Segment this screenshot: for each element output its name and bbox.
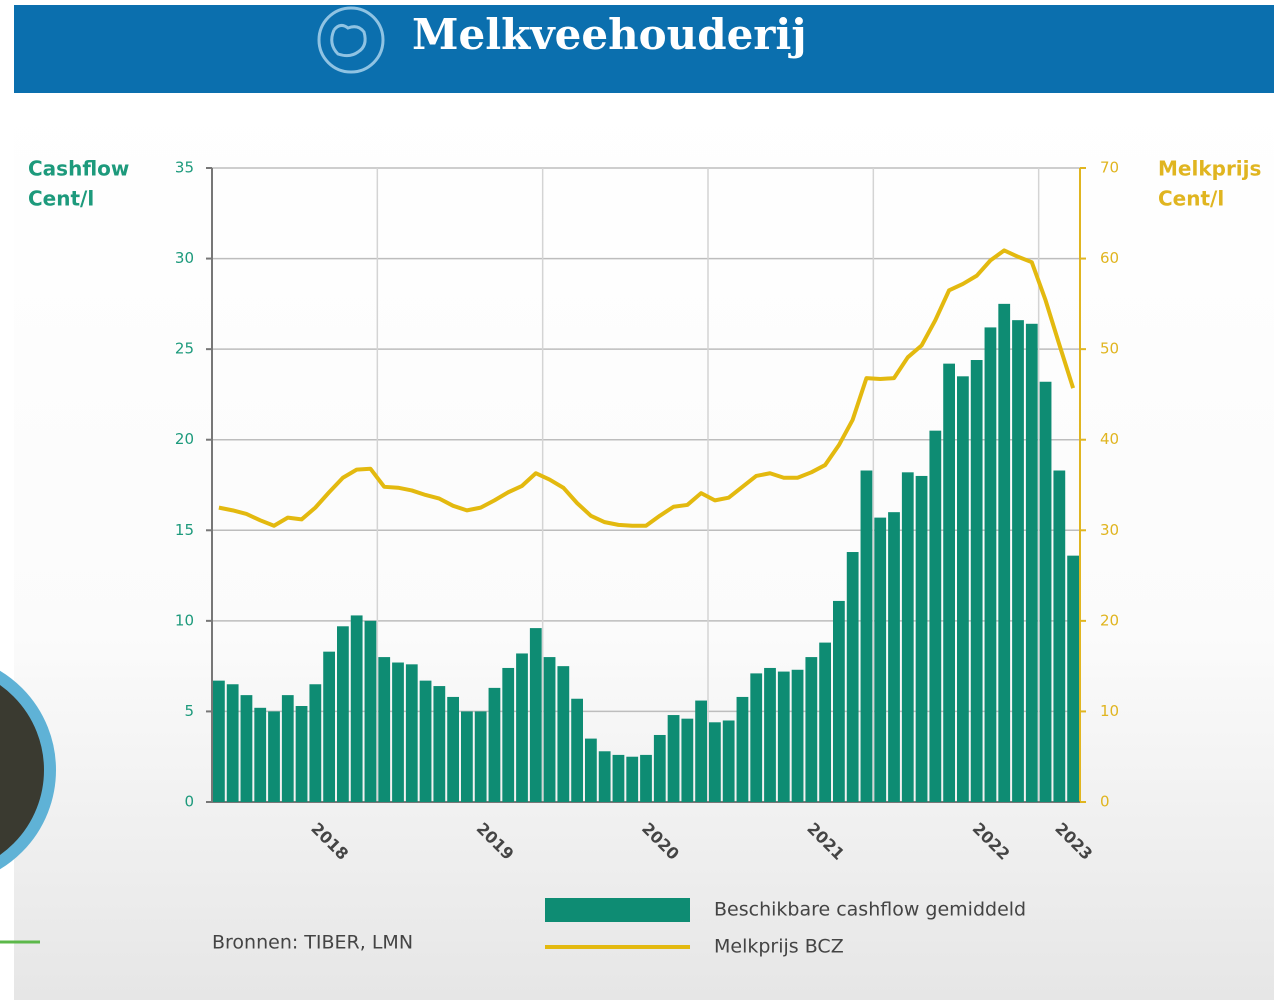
y-tick-label: 30 [175, 249, 194, 267]
bar [791, 669, 804, 802]
y2-tick-label: 40 [1100, 430, 1119, 448]
bar [722, 720, 735, 802]
bar [529, 628, 542, 802]
y2-axis-title: Melkprijs [1158, 157, 1261, 181]
bar [860, 470, 873, 802]
bar [984, 327, 997, 802]
y2-axis-title: Cent/l [1158, 187, 1224, 211]
y2-tick-label: 30 [1100, 521, 1119, 539]
line [218, 248, 1076, 528]
bar [488, 687, 501, 802]
bar [378, 657, 391, 802]
bar [350, 615, 363, 802]
bar [640, 754, 652, 802]
bar [598, 751, 611, 802]
bar [943, 363, 955, 802]
logo-cow [330, 23, 367, 58]
bar [447, 696, 459, 802]
bar [1053, 470, 1066, 802]
bar [1025, 323, 1038, 802]
bar [764, 667, 776, 802]
bar [736, 696, 749, 802]
y2-tick-label: 20 [1100, 611, 1119, 629]
bar [392, 662, 404, 802]
bar [1012, 320, 1024, 802]
bar [405, 664, 418, 802]
bar [874, 517, 887, 802]
background [14, 92, 1274, 1000]
side-photo [0, 670, 56, 870]
y2-tick-label: 10 [1100, 702, 1119, 720]
bar [626, 756, 639, 802]
y-tick-label: 15 [175, 521, 194, 539]
bar [653, 734, 666, 802]
bar [612, 754, 625, 802]
bar [750, 673, 763, 802]
bar [957, 376, 969, 802]
header-bar [14, 5, 1274, 93]
y-tick-label: 35 [175, 159, 194, 177]
bar [970, 360, 983, 802]
bar [543, 657, 556, 802]
y-tick-label: 5 [184, 702, 194, 720]
bar [309, 684, 322, 802]
bar [461, 711, 473, 802]
bar [901, 472, 914, 802]
bar [281, 695, 294, 802]
bar [681, 718, 694, 802]
legend-label: Beschikbare cashflow gemiddeld [714, 899, 1026, 921]
bar [819, 642, 831, 802]
bar [929, 430, 942, 802]
bar [557, 666, 570, 802]
y-axis-title: Cent/l [28, 187, 94, 211]
bar [240, 695, 253, 802]
bar [833, 600, 845, 802]
bar [213, 680, 225, 802]
logo [317, 6, 385, 74]
legend-swatch [545, 898, 690, 922]
y2-tick-label: 60 [1100, 249, 1119, 267]
bar [915, 475, 928, 802]
bar [254, 707, 267, 802]
bar [419, 680, 432, 802]
bar [323, 651, 335, 802]
bar [268, 711, 280, 802]
bar [571, 698, 583, 802]
y2-tick-label: 70 [1100, 159, 1119, 177]
bar [585, 738, 597, 802]
bar [295, 705, 308, 802]
y-tick-label: 20 [175, 430, 194, 448]
bar [226, 684, 239, 802]
bar [709, 722, 721, 802]
y-axis-title: Cashflow [28, 157, 129, 181]
y-tick-label: 25 [175, 340, 194, 358]
bar [433, 686, 446, 802]
bar [846, 552, 859, 802]
y-tick-label: 0 [184, 793, 194, 811]
y2-tick-label: 0 [1100, 793, 1110, 811]
bar [805, 657, 818, 802]
y2-tick-label: 50 [1100, 340, 1119, 358]
bar [516, 653, 528, 802]
bar [998, 303, 1011, 802]
bar [364, 620, 377, 802]
bar [1067, 555, 1079, 802]
bar [667, 715, 680, 802]
bar [474, 711, 487, 802]
plot: 0 5 10 15 20 25 30 35 0 10 20 30 40 50 60 70 Cashflow Cen… [28, 157, 1261, 958]
bar [695, 700, 707, 802]
bar [502, 667, 515, 802]
y-tick-label: 10 [175, 611, 194, 629]
header-title: Melkveehouderij [412, 10, 807, 59]
bar [1039, 381, 1052, 802]
legend-label: Melkprijs BCZ [714, 936, 844, 958]
bar [888, 512, 900, 802]
source-note: Bronnen: TIBER, LMN [212, 932, 413, 954]
bar [337, 626, 349, 802]
bar [777, 671, 790, 802]
